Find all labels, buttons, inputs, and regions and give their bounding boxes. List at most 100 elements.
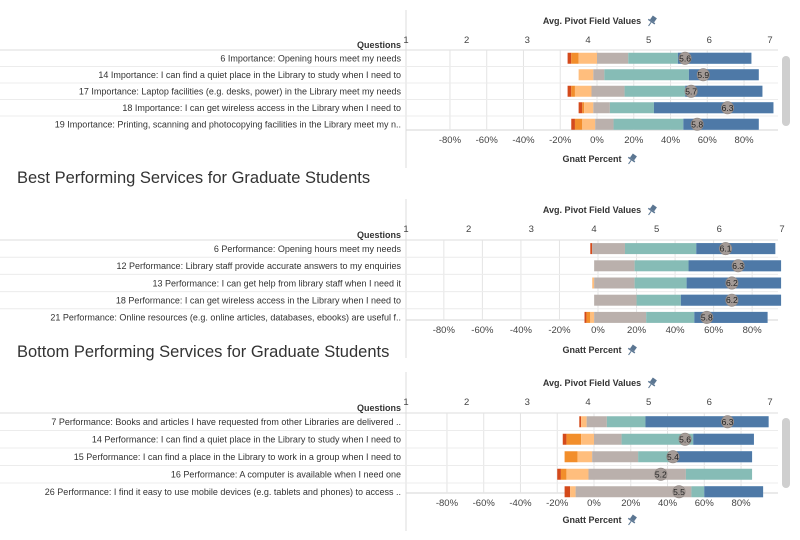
- bar-segment-blue[interactable]: [677, 52, 752, 64]
- question-row[interactable]: 26 Performance: I find it easy to use mo…: [0, 482, 778, 499]
- bar-segment-blue[interactable]: [696, 243, 776, 255]
- bar-segment-light_orange[interactable]: [584, 102, 594, 114]
- average-marker[interactable]: [721, 101, 735, 115]
- question-row[interactable]: 15 Performance: I can find a place in th…: [0, 447, 778, 464]
- average-marker[interactable]: [690, 117, 704, 131]
- bar-segment-red[interactable]: [562, 433, 567, 445]
- average-marker[interactable]: [725, 276, 739, 290]
- bar-segment-gray[interactable]: [594, 433, 622, 445]
- average-marker[interactable]: [672, 485, 686, 499]
- bar-segment-blue[interactable]: [685, 85, 763, 97]
- question-row[interactable]: 14 Importance: I can find a quiet place …: [0, 66, 778, 82]
- bar-segment-light_orange[interactable]: [566, 468, 589, 480]
- scrollbar[interactable]: [782, 418, 790, 488]
- bar-segment-teal[interactable]: [634, 277, 687, 289]
- bar-segment-teal[interactable]: [624, 243, 697, 255]
- average-marker[interactable]: [678, 432, 692, 446]
- bar-segment-orange[interactable]: [582, 102, 585, 114]
- bar-segment-orange[interactable]: [560, 468, 567, 480]
- question-row[interactable]: 6 Performance: Opening hours meet my nee…: [214, 242, 776, 256]
- question-row[interactable]: 17 Importance: Laptop facilities (e.g. d…: [0, 82, 778, 98]
- bar-segment-teal[interactable]: [634, 260, 689, 272]
- bar-segment-gray[interactable]: [586, 416, 607, 428]
- bar-segment-light_orange[interactable]: [582, 118, 596, 130]
- bar-segment-light_orange[interactable]: [590, 311, 595, 323]
- average-marker[interactable]: [725, 293, 739, 307]
- question-row[interactable]: 19 Importance: Printing, scanning and ph…: [0, 115, 778, 131]
- bar-segment-gray[interactable]: [595, 118, 614, 130]
- question-row[interactable]: 18 Performance: I can get wireless acces…: [0, 291, 782, 307]
- average-marker[interactable]: [666, 450, 680, 464]
- question-row[interactable]: 14 Performance: I can find a quiet place…: [0, 430, 778, 446]
- average-marker[interactable]: [721, 415, 735, 429]
- bar-segment-orange[interactable]: [571, 52, 579, 64]
- bar-segment-teal[interactable]: [613, 118, 684, 130]
- question-row[interactable]: 13 Performance: I can get help from libr…: [0, 273, 782, 290]
- bar-segment-light_orange[interactable]: [570, 486, 576, 498]
- bar-segment-blue[interactable]: [704, 486, 764, 498]
- bar-segment-teal[interactable]: [609, 102, 654, 114]
- bar-segment-blue[interactable]: [645, 416, 769, 428]
- bar-segment-gray[interactable]: [592, 451, 639, 463]
- bar-segment-gray[interactable]: [592, 243, 625, 255]
- bar-segment-light_orange[interactable]: [578, 52, 597, 64]
- bar-segment-teal[interactable]: [646, 311, 695, 323]
- question-row[interactable]: 16 Performance: A computer is available …: [0, 465, 778, 481]
- bar-segment-orange[interactable]: [566, 433, 582, 445]
- bar-segment-gray[interactable]: [588, 468, 686, 480]
- bar-segment-gray[interactable]: [593, 69, 605, 81]
- scrollbar-thumb[interactable]: [782, 418, 790, 488]
- bar-segment-teal[interactable]: [628, 52, 678, 64]
- bar-segment-gray[interactable]: [594, 277, 635, 289]
- scrollbar[interactable]: [782, 56, 790, 126]
- average-marker[interactable]: [700, 310, 714, 324]
- bar-segment-teal[interactable]: [624, 85, 686, 97]
- bar-segment-light_orange[interactable]: [574, 85, 592, 97]
- bar-segment-orange[interactable]: [586, 311, 591, 323]
- bar-segment-orange[interactable]: [564, 451, 578, 463]
- question-row[interactable]: 6 Importance: Opening hours meet my need…: [220, 51, 752, 65]
- scrollbar-thumb[interactable]: [782, 56, 790, 126]
- bar-segment-gray[interactable]: [594, 294, 637, 306]
- bar-segment-gray[interactable]: [593, 102, 610, 114]
- bar-segment-orange[interactable]: [571, 85, 575, 97]
- bar-segment-blue[interactable]: [694, 311, 768, 323]
- bar-segment-red[interactable]: [584, 311, 587, 323]
- bar-segment-gray[interactable]: [594, 260, 635, 272]
- question-row[interactable]: 12 Performance: Library staff provide ac…: [0, 256, 782, 273]
- bar-segment-red[interactable]: [571, 118, 575, 130]
- bar-segment-light_orange[interactable]: [577, 451, 593, 463]
- bar-segment-blue[interactable]: [693, 433, 754, 445]
- average-marker[interactable]: [678, 51, 692, 65]
- bar-segment-teal[interactable]: [636, 294, 681, 306]
- bar-segment-light_orange[interactable]: [578, 69, 594, 81]
- bar-segment-light_orange[interactable]: [581, 433, 594, 445]
- bar-segment-red[interactable]: [567, 85, 572, 97]
- average-marker[interactable]: [731, 259, 745, 273]
- bar-segment-light_orange[interactable]: [592, 277, 595, 289]
- bar-segment-teal[interactable]: [621, 433, 694, 445]
- bar-segment-orange[interactable]: [574, 118, 583, 130]
- bar-segment-red[interactable]: [590, 243, 593, 255]
- bar-segment-blue[interactable]: [688, 69, 759, 81]
- bar-segment-blue[interactable]: [683, 118, 759, 130]
- average-marker[interactable]: [684, 84, 698, 98]
- question-row[interactable]: 7 Performance: Books and articles I have…: [51, 415, 769, 429]
- bar-segment-blue[interactable]: [676, 451, 753, 463]
- bar-segment-red[interactable]: [557, 468, 561, 480]
- bar-segment-teal[interactable]: [685, 468, 753, 480]
- bar-segment-gray[interactable]: [591, 85, 625, 97]
- bar-segment-red[interactable]: [578, 102, 583, 114]
- bar-segment-teal[interactable]: [604, 69, 689, 81]
- bar-segment-gray[interactable]: [597, 52, 629, 64]
- average-marker[interactable]: [654, 467, 668, 481]
- bar-segment-gray[interactable]: [575, 486, 692, 498]
- bar-segment-teal[interactable]: [638, 451, 677, 463]
- average-marker[interactable]: [719, 242, 733, 256]
- bar-segment-light_orange[interactable]: [581, 416, 587, 428]
- average-marker[interactable]: [696, 68, 710, 82]
- bar-segment-teal[interactable]: [606, 416, 646, 428]
- bar-segment-teal[interactable]: [691, 486, 705, 498]
- bar-segment-red[interactable]: [579, 416, 582, 428]
- bar-segment-gray[interactable]: [594, 311, 647, 323]
